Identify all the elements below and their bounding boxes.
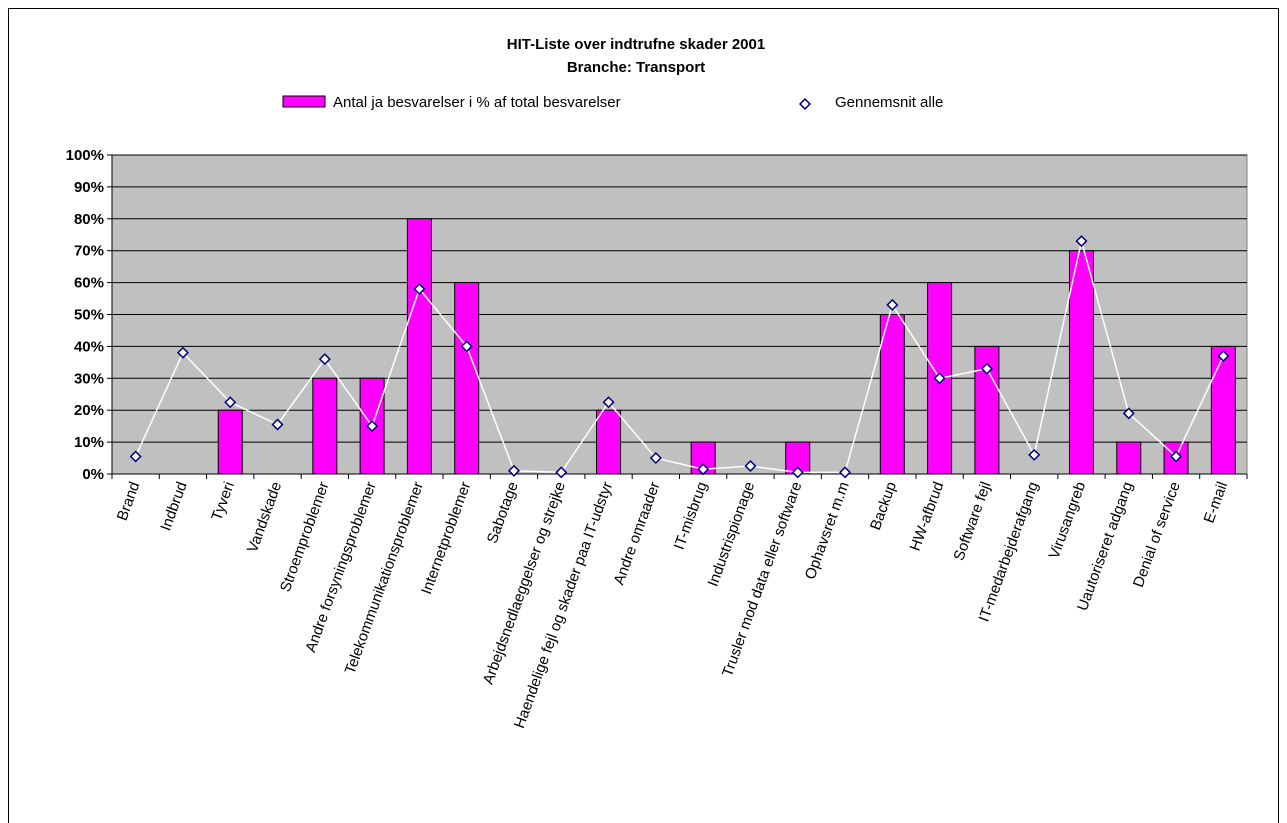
x-tick-label: Backup — [867, 480, 900, 533]
bar — [406, 218, 432, 475]
average-line — [134, 240, 1225, 474]
x-tick-label: Vandskade — [244, 480, 285, 555]
bar — [217, 409, 243, 475]
average-marker — [1075, 235, 1088, 248]
legend-bar-swatch — [282, 95, 326, 108]
x-tick-label: Arbejdsnedlaeggelser og strejke — [480, 480, 569, 687]
bar — [879, 314, 905, 475]
x-tick-label: E-mail — [1201, 480, 1232, 526]
average-marker — [176, 346, 189, 359]
x-tick-label: Indbrud — [157, 480, 190, 534]
legend-bar-label: Antal ja besvarelser i % af total besvar… — [333, 94, 621, 111]
average-marker — [460, 340, 473, 353]
average-marker — [366, 420, 379, 433]
bar — [1068, 250, 1094, 475]
x-tick-label: Ophavsret m.m — [802, 480, 853, 582]
chart-subtitle: Branche: Transport — [567, 59, 705, 76]
y-tick-label: 80% — [74, 211, 104, 228]
y-tick-label: 20% — [74, 402, 104, 419]
x-tick-label: Tyveri — [208, 480, 238, 523]
average-marker — [791, 466, 804, 479]
y-tick-label: 30% — [74, 370, 104, 387]
average-marker — [980, 362, 993, 375]
average-marker — [1122, 407, 1135, 420]
average-marker — [507, 464, 520, 477]
y-tick-label: 0% — [82, 466, 104, 483]
x-tick-label: Denial of service — [1130, 480, 1184, 590]
y-tick-label: 90% — [74, 179, 104, 196]
legend: Antal ja besvarelser i % af total besvar… — [282, 94, 943, 111]
y-tick-label: 40% — [74, 338, 104, 355]
x-tick-label: Brand — [114, 480, 144, 523]
y-tick-label: 60% — [74, 275, 104, 292]
average-marker — [602, 396, 615, 409]
bar — [596, 409, 622, 475]
x-tick-label: Internetproblemer — [418, 480, 474, 597]
y-tick-label: 10% — [74, 434, 104, 451]
average-marker — [744, 460, 757, 473]
x-tick-label: Andre omraader — [611, 480, 664, 588]
bar — [1116, 441, 1142, 475]
average-marker — [1217, 349, 1230, 362]
average-marker — [129, 450, 142, 463]
average-marker — [933, 372, 946, 385]
y-tick-label: 100% — [66, 147, 104, 164]
average-marker — [839, 466, 852, 479]
average-marker — [886, 298, 899, 311]
x-tick-label: HW-afbrud — [907, 480, 948, 554]
average-marker — [318, 353, 331, 366]
x-tick-label: Virusangreb — [1046, 480, 1090, 562]
bar — [1210, 345, 1236, 475]
x-tick-label: Industrispionage — [705, 480, 759, 589]
y-tick-label: 50% — [74, 307, 104, 324]
chart-title: HIT-Liste over indtrufne skader 2001 — [507, 36, 765, 53]
average-marker — [697, 463, 710, 476]
x-tick-label: Haendelige fejl og skader paa IT-udstyr — [511, 480, 616, 731]
average-marker — [649, 452, 662, 465]
bar — [454, 282, 480, 475]
average-marker — [1170, 450, 1183, 463]
average-marker — [271, 418, 284, 431]
legend-marker-swatch — [798, 97, 812, 111]
y-tick-label: 70% — [74, 243, 104, 260]
plot-area: 0% 10% 20% 30% 40% 50% 60% 70% 80% 90% 100% Brand In… — [66, 147, 1248, 731]
x-tick-label: IT-misbrug — [671, 480, 711, 552]
average-marker — [224, 396, 237, 409]
x-tick-label: Stroemproblemer — [277, 480, 333, 595]
legend-marker-label: Gennemsnit alle — [835, 94, 943, 111]
average-marker — [413, 282, 426, 295]
average-marker — [555, 466, 568, 479]
x-tick-label: Software fejl — [950, 480, 994, 563]
bar — [312, 377, 338, 475]
x-tick-label: Sabotage — [484, 480, 522, 546]
average-marker — [1028, 448, 1041, 461]
